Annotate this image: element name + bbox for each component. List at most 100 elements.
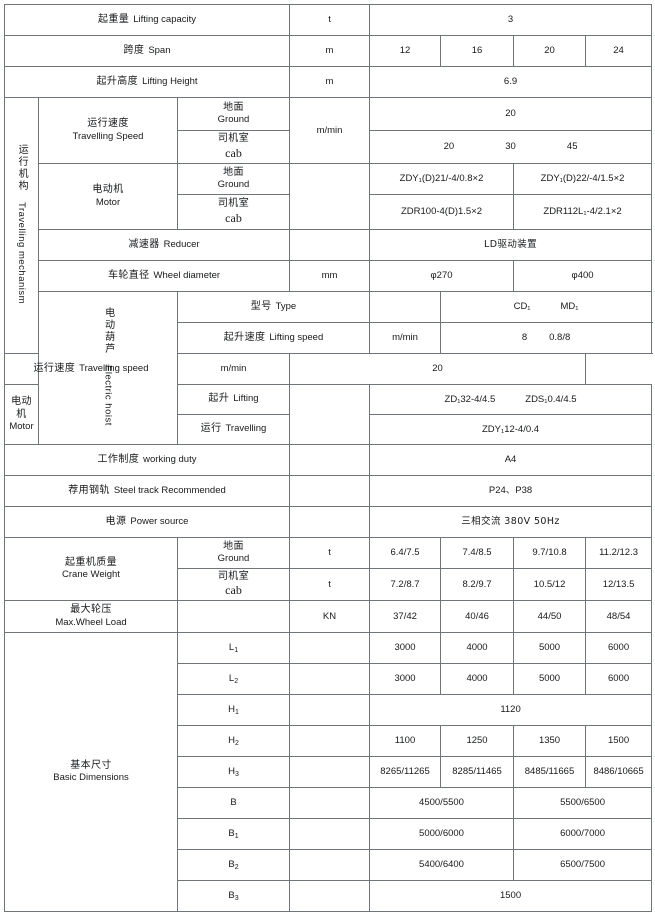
row-label-max-wheel-load: 最大轮压 Max.Wheel Load: [4, 600, 178, 633]
spec-sheet: 起重量 Lifting capacity t 3 跨度 Span m 12 16 2…: [3, 4, 653, 912]
unit-cell: [289, 694, 371, 726]
section-label-cn: 运行机构: [16, 143, 28, 192]
sub-label-cn: 起升: [208, 393, 230, 405]
dimension-subscript: 2: [234, 740, 239, 748]
label-cn: 减速器: [128, 238, 160, 250]
row-label-motor: 电动机 Motor: [38, 163, 178, 230]
value-crane-weight-cab-4: 12/13.5: [585, 568, 653, 601]
row-label-lifting-height: 起升高度 Lifting Height: [3, 66, 291, 98]
table-row: 起重量 Lifting capacity t 3: [3, 4, 653, 36]
sub-label-cn: 地面: [223, 166, 244, 178]
dimension-subscript: 3: [234, 895, 239, 903]
row-label-wheel-diameter: 车轮直径 Wheel diameter: [37, 260, 291, 292]
value-crane-weight-ground-2: 7.4/8.5: [440, 537, 515, 569]
label-en: Travelling speed: [79, 362, 149, 374]
value-B2-1: 5400/6400: [369, 849, 515, 881]
value-B-2: 5500/6500: [513, 787, 653, 819]
sub-label-en: cab: [225, 583, 242, 598]
hoist-lifting-speed-1: 8: [521, 332, 528, 344]
value-steel-track: P24、P38: [369, 475, 653, 507]
value-travel-speed-cab: 20 30 45: [369, 130, 653, 164]
sub-label-en: Ground: [217, 114, 250, 126]
unit-cell: m/min: [289, 97, 371, 164]
value-L2-4: 6000: [585, 663, 653, 695]
unit-cell: m: [289, 66, 371, 98]
section-label-vertical: 电动葫芦 Electric hoist: [101, 307, 114, 426]
value-travel-speed-ground: 20: [369, 97, 653, 131]
dimension-label-B1: B1: [176, 818, 291, 850]
row-label-working-duty: 工作制度 working duty: [3, 444, 291, 476]
value-max-wheel-load-4: 48/54: [585, 600, 653, 633]
value-crane-weight-ground-4: 11.2/12.3: [585, 537, 653, 569]
cab-speed-2: 30: [505, 141, 516, 153]
dimension-label-L2: L2: [176, 663, 291, 695]
value-L1-2: 4000: [440, 632, 515, 664]
unit-cell: [289, 787, 371, 819]
label-cn: 电源: [105, 515, 127, 527]
unit-cell: [289, 444, 371, 476]
value-motor-cab-2: ZDR112L₁-4/2.1×2: [513, 194, 653, 230]
unit-cell: [289, 475, 371, 507]
label-cn: 起升高度: [96, 75, 139, 87]
value-hoist-type: CD₁ MD₁: [440, 291, 653, 323]
table-row: H3 8265/11265 8285/11465 8485/11665 8486…: [5, 756, 653, 788]
sub-label-cn: 司机室: [217, 570, 250, 582]
sub-label-lifting: 起升 Lifting: [176, 384, 291, 415]
dimension-subscript: 2: [234, 864, 239, 872]
value-motor-ground-2: ZDY₁(D)22/-4/1.5×2: [513, 163, 653, 195]
hoist-motor-lifting-1: ZD₁32-4/4.5: [444, 393, 496, 405]
table-row: 起升高度 Lifting Height m 6.9: [3, 66, 653, 98]
unit-cell: [289, 725, 371, 757]
label-cn: 起重量: [97, 13, 130, 25]
table-row: B2 5400/6400 6500/7500: [5, 849, 653, 881]
value-working-duty: A4: [369, 444, 653, 476]
label-cn: 电动机: [92, 184, 124, 196]
hoist-motor-lifting-2: ZDS₁0.4/4.5: [525, 393, 577, 405]
unit-cell: [289, 632, 371, 664]
sub-label-ground: 地面 Ground: [176, 537, 291, 569]
table-row: 最大轮压 Max.Wheel Load KN 37/42 40/46 44/50 …: [4, 600, 653, 633]
unit-cell: KN: [289, 600, 371, 633]
table-row: 电动机 Motor 地面 Ground ZDY₁(D)21/-4/0.8×2 ZDY…: [5, 163, 653, 230]
row-label-power-source: 电源 Power source: [3, 506, 291, 538]
value-hoist-motor-travelling: ZDY₁12-4/0.4: [369, 414, 653, 445]
unit-cell: [289, 506, 371, 538]
sub-label-blank: [176, 600, 291, 633]
table-row: 电动葫芦 Electric hoist 型号 Type CD₁ MD₁: [5, 291, 653, 445]
cab-speed-group: 20 30 45: [372, 141, 649, 153]
value-motor-cab-1: ZDR100-4(D)1.5×2: [369, 194, 515, 230]
sub-label-en: Ground: [217, 179, 250, 191]
label-en: Lifting speed: [269, 331, 324, 343]
hoist-type-2: MD₁: [560, 301, 579, 313]
table-row: H1 1120: [5, 694, 653, 726]
table-row: 起升速度 Lifting speed m/min 8 0.8/8: [5, 322, 653, 354]
value-H2-3: 1350: [513, 725, 587, 757]
dimension-subscript: 1: [234, 709, 239, 717]
dimension-label-B3: B3: [176, 880, 291, 912]
label-cn: 型号: [250, 300, 272, 312]
value-motor-ground-1: ZDY₁(D)21/-4/0.8×2: [369, 163, 515, 195]
row-label-hoist-motor: 电动机 Motor: [4, 384, 39, 445]
value-H3-2: 8285/11465: [440, 756, 515, 788]
row-label-span: 跨度 Span: [3, 35, 291, 67]
value-max-wheel-load-2: 40/46: [440, 600, 515, 633]
value-crane-weight-cab-2: 8.2/9.7: [440, 568, 515, 601]
section-label-en: Basic Dimensions: [53, 772, 129, 784]
value-H2-2: 1250: [440, 725, 515, 757]
unit-cell: [289, 663, 371, 695]
label-en: Steel track Recommended: [113, 484, 226, 496]
label-cn: 起升速度: [223, 331, 266, 343]
section-label-vertical: 运行机构 Travelling mechanism: [15, 144, 28, 304]
sub-label-cab: 司机室 cab: [176, 194, 291, 230]
label-en: Lifting capacity: [133, 13, 197, 25]
label-en: Lifting Height: [142, 75, 198, 87]
sub-label-en: Lifting: [233, 393, 259, 405]
dimension-subscript: 3: [234, 771, 239, 779]
value-crane-weight-cab-1: 7.2/8.7: [369, 568, 442, 601]
table-row: 跨度 Span m 12 16 20 24: [3, 35, 653, 67]
label-cn: 最大轮压: [70, 604, 112, 616]
value-hoist-motor-lifting: ZD₁32-4/4.5 ZDS₁0.4/4.5: [369, 384, 653, 415]
label-en: Wheel diameter: [153, 269, 221, 281]
sub-label-cn: 司机室: [217, 198, 250, 210]
hoist-lifting-speed-2: 0.8/8: [549, 332, 571, 344]
